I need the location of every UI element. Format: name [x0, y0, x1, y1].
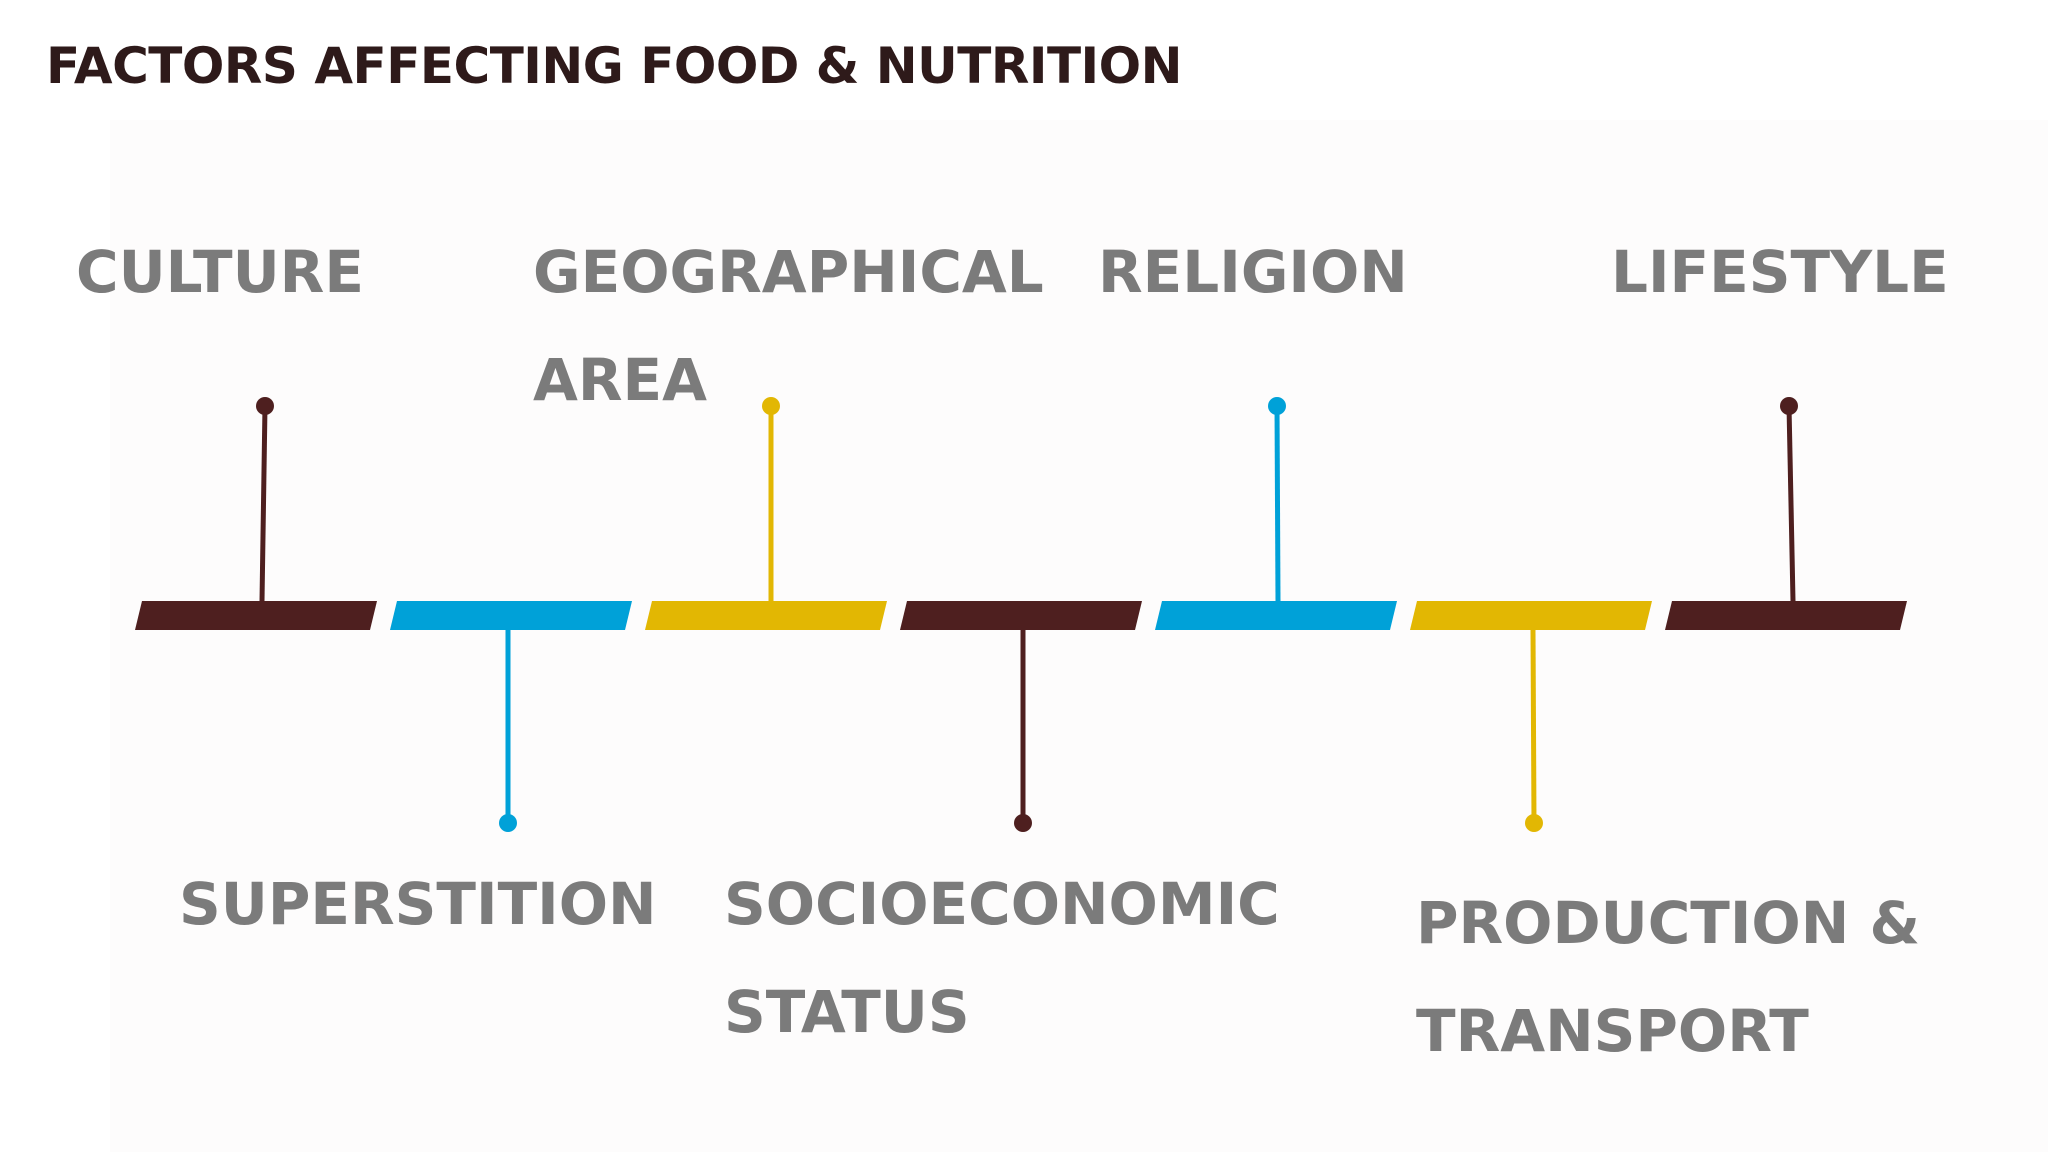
label-religion-line-1: RELIGION: [1098, 238, 1408, 306]
label-socioeconomic-status: SOCIOECONOMIC STATUS: [724, 850, 1280, 1066]
connector-dot-socioeconomic-status: [1014, 814, 1032, 832]
connector-dot-lifestyle: [1780, 397, 1798, 415]
background-panel: [110, 120, 2048, 1152]
label-socioeconomic-status-line-1: SOCIOECONOMIC: [724, 870, 1280, 938]
label-geographical-area-line-1: GEOGRAPHICAL: [533, 238, 1044, 306]
connector-dot-geographical-area: [762, 397, 780, 415]
connector-religion: [1268, 397, 1286, 602]
label-religion: RELIGION: [1098, 218, 1408, 326]
timeline-segment-culture: [135, 601, 377, 630]
label-culture: CULTURE: [76, 218, 364, 326]
label-lifestyle: LIFESTYLE: [1611, 218, 1949, 326]
label-superstition: SUPERSTITION: [179, 850, 657, 958]
connector-dot-production-transport: [1525, 814, 1543, 832]
timeline-segment-religion: [1155, 601, 1397, 630]
timeline-segment-lifestyle: [1665, 601, 1907, 630]
label-geographical-area-line-2: AREA: [533, 346, 708, 414]
timeline-segment-production-transport: [1410, 601, 1652, 630]
connector-dot-superstition: [499, 814, 517, 832]
label-culture-line-1: CULTURE: [76, 238, 364, 306]
label-production-transport: PRODUCTION & TRANSPORT: [1416, 869, 1920, 1085]
connector-superstition: [499, 630, 517, 832]
connector-dot-religion: [1268, 397, 1286, 415]
connector-culture: [256, 397, 274, 602]
timeline-segment-socioeconomic-status: [900, 601, 1142, 630]
connector-geographical-area: [762, 397, 780, 601]
connector-socioeconomic-status: [1014, 630, 1032, 832]
label-production-transport-line-2: TRANSPORT: [1416, 997, 1809, 1065]
label-superstition-line-1: SUPERSTITION: [179, 870, 657, 938]
timeline-segment-superstition: [390, 601, 632, 630]
label-socioeconomic-status-line-2: STATUS: [724, 978, 970, 1046]
label-production-transport-line-1: PRODUCTION &: [1416, 889, 1921, 957]
connector-dot-culture: [256, 397, 274, 415]
page-title: FACTORS AFFECTING FOOD & NUTRITION: [46, 37, 1183, 95]
label-lifestyle-line-1: LIFESTYLE: [1611, 238, 1949, 306]
label-geographical-area: GEOGRAPHICAL AREA: [533, 218, 1044, 434]
connector-production-transport: [1525, 629, 1543, 832]
timeline-segment-geographical-area: [645, 601, 887, 630]
connector-lifestyle: [1780, 397, 1798, 602]
